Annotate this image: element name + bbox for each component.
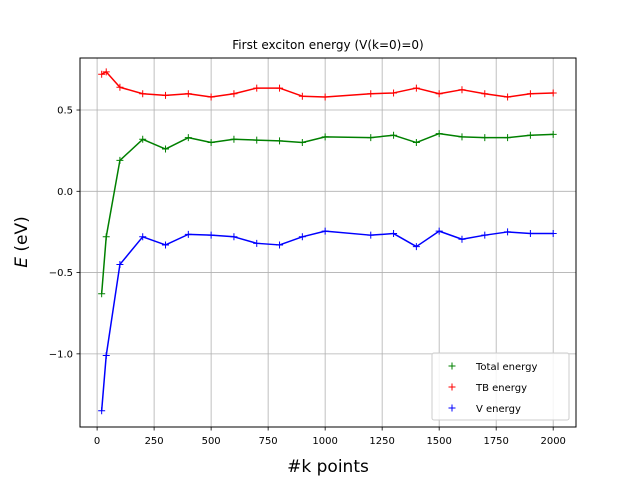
legend-label-tb-energy: TB energy: [475, 383, 527, 394]
x-tick-label: 1500: [426, 436, 451, 447]
data-point-tb-energy: [162, 91, 170, 99]
data-point-v-energy: [412, 243, 420, 251]
data-point-v-energy: [481, 231, 489, 239]
data-point-total-energy: [253, 136, 261, 144]
data-point-v-energy: [504, 228, 512, 236]
legend-marker-v-energy: [448, 404, 456, 412]
data-point-total-energy: [504, 134, 512, 142]
data-point-tb-energy: [298, 92, 306, 100]
x-tick-label: 1750: [483, 436, 508, 447]
data-point-tb-energy: [549, 89, 557, 97]
data-point-total-energy: [162, 145, 170, 153]
series-total-energy: [98, 130, 557, 298]
data-point-tb-energy: [458, 86, 466, 94]
data-point-tb-energy: [253, 84, 261, 92]
y-tick-label: 0.5: [57, 106, 73, 117]
data-point-total-energy: [481, 134, 489, 142]
data-point-total-energy: [276, 137, 284, 145]
legend-box: [431, 352, 570, 421]
data-point-tb-energy: [184, 90, 192, 98]
data-point-v-energy: [367, 231, 375, 239]
y-axis-label: E (eV): [12, 216, 32, 268]
y-tick-label: −0.5: [49, 268, 73, 279]
data-point-tb-energy: [526, 90, 534, 98]
x-tick-label: 1250: [369, 436, 394, 447]
data-point-v-energy: [298, 233, 306, 241]
data-point-total-energy: [526, 131, 534, 139]
series-tb-energy: [98, 68, 557, 101]
data-point-total-energy: [184, 134, 192, 142]
y-axis: −1.0 −0.5 0.0 0.5: [49, 106, 80, 360]
data-point-total-energy: [435, 130, 443, 138]
series-v-energy: [98, 227, 557, 415]
data-point-tb-energy: [139, 90, 147, 98]
data-point-v-energy: [276, 241, 284, 249]
legend-label-total-energy: Total energy: [475, 362, 537, 373]
data-point-tb-energy: [116, 83, 124, 91]
data-point-total-energy: [116, 156, 124, 164]
data-point-v-energy: [184, 230, 192, 238]
data-point-v-energy: [390, 230, 398, 238]
data-point-total-energy: [102, 233, 110, 241]
data-point-tb-energy: [390, 89, 398, 97]
data-point-total-energy: [98, 290, 106, 298]
x-axis: 0 250 500 750 1000 1250 1500 1750 2000: [94, 427, 566, 447]
plot-frame: [79, 57, 577, 428]
data-point-tb-energy: [230, 90, 238, 98]
data-point-v-energy: [321, 227, 329, 235]
data-point-v-energy: [549, 230, 557, 238]
data-point-total-energy: [412, 139, 420, 147]
data-point-total-energy: [367, 134, 375, 142]
data-point-tb-energy: [481, 90, 489, 98]
x-tick-label: 0: [94, 436, 100, 447]
chart-title: First exciton energy (V(k=0)=0): [232, 38, 423, 52]
x-tick-label: 250: [145, 436, 164, 447]
y-axis-label-symbol: E: [12, 257, 32, 268]
data-point-total-energy: [458, 133, 466, 141]
x-axis-label: #k points: [287, 457, 369, 477]
data-point-v-energy: [139, 233, 147, 241]
data-point-tb-energy: [276, 84, 284, 92]
data-point-v-energy: [98, 407, 106, 415]
data-point-total-energy: [549, 130, 557, 138]
x-tick-label: 2000: [540, 436, 565, 447]
data-point-tb-energy: [435, 90, 443, 98]
data-point-v-energy: [526, 230, 534, 238]
x-tick-label: 750: [259, 436, 278, 447]
x-tick-label: 1000: [312, 436, 337, 447]
data-point-total-energy: [390, 131, 398, 139]
data-point-v-energy: [435, 227, 443, 235]
data-point-total-energy: [230, 135, 238, 143]
legend-marker-tb-energy: [448, 383, 456, 391]
legend-label-v-energy: V energy: [476, 404, 521, 415]
y-tick-label: −1.0: [49, 349, 73, 360]
series-layer: [98, 68, 557, 415]
data-point-v-energy: [116, 260, 124, 268]
data-point-v-energy: [253, 239, 261, 247]
data-point-total-energy: [298, 139, 306, 147]
data-point-v-energy: [207, 231, 215, 239]
data-point-tb-energy: [367, 90, 375, 98]
data-point-total-energy: [321, 133, 329, 141]
data-point-tb-energy: [321, 93, 329, 101]
y-axis-label-unit: (eV): [12, 216, 32, 251]
y-tick-label: 0.0: [57, 187, 73, 198]
data-point-v-energy: [230, 233, 238, 241]
data-point-v-energy: [458, 235, 466, 243]
data-point-v-energy: [102, 351, 110, 359]
x-tick-label: 500: [202, 436, 221, 447]
data-point-tb-energy: [504, 93, 512, 101]
legend-marker-total-energy: [448, 362, 456, 370]
data-point-tb-energy: [207, 93, 215, 101]
data-point-tb-energy: [98, 70, 106, 78]
data-point-tb-energy: [412, 84, 420, 92]
legend: Total energy TB energy V energy: [431, 352, 570, 421]
data-point-v-energy: [162, 241, 170, 249]
data-point-total-energy: [207, 139, 215, 147]
data-point-total-energy: [139, 135, 147, 143]
data-point-tb-energy: [102, 68, 110, 76]
